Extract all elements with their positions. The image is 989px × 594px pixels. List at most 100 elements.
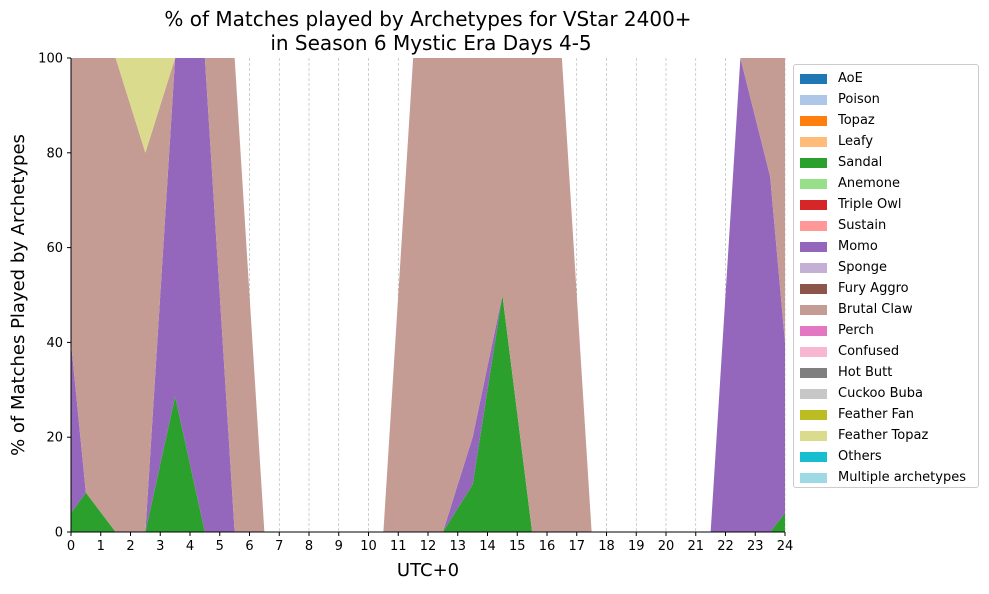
legend-swatch	[800, 199, 827, 210]
x-tick-label-13: 13	[449, 539, 466, 554]
x-tick-label-0: 0	[67, 539, 75, 554]
legend-swatch	[800, 262, 827, 273]
y-tick-label-0: 0	[55, 526, 63, 541]
legend-item-feather-fan: Feather Fan	[800, 404, 978, 425]
legend-item-others: Others	[800, 446, 978, 467]
legend-label: Brutal Claw	[838, 302, 913, 317]
legend-item-leafy: Leafy	[800, 131, 978, 152]
legend-swatch	[800, 409, 827, 420]
legend-swatch	[800, 367, 827, 378]
x-tick-label-2: 2	[126, 539, 134, 554]
legend-label: Perch	[838, 323, 874, 338]
legend-item-confused: Confused	[800, 341, 978, 362]
y-axis-label: % of Matches Played by Archetypes	[8, 134, 29, 456]
legend-label: Sponge	[838, 260, 887, 275]
legend-swatch	[800, 451, 827, 462]
legend-item-hot-butt: Hot Butt	[800, 362, 978, 383]
x-tick-label-8: 8	[305, 539, 313, 554]
legend-item-feather-topaz: Feather Topaz	[800, 425, 978, 446]
x-tick-label-20: 20	[658, 539, 675, 554]
legend-item-sandal: Sandal	[800, 152, 978, 173]
legend-label: Cuckoo Buba	[838, 386, 923, 401]
legend-swatch	[800, 472, 827, 483]
legend-item-perch: Perch	[800, 320, 978, 341]
legend-label: Confused	[838, 344, 900, 359]
x-tick-label-10: 10	[360, 539, 377, 554]
legend-label: Sandal	[838, 155, 883, 170]
legend-item-aoe: AoE	[800, 68, 978, 89]
area-brutal-claw	[71, 58, 785, 532]
legend-label: Poison	[838, 92, 880, 107]
legend-swatch	[800, 283, 827, 294]
legend-label: Others	[838, 449, 882, 464]
stacked-areas	[71, 58, 785, 532]
legend-item-multiple-archetypes: Multiple archetypes	[800, 467, 978, 488]
y-tick-label-20: 20	[46, 431, 63, 446]
legend-label: Triple Owl	[838, 197, 902, 212]
legend-label: Topaz	[838, 113, 875, 128]
legend-label: Multiple archetypes	[838, 470, 966, 485]
x-tick-label-19: 19	[628, 539, 645, 554]
x-tick-label-6: 6	[245, 539, 253, 554]
legend-swatch	[800, 241, 827, 252]
legend-item-sustain: Sustain	[800, 215, 978, 236]
x-tick-label-24: 24	[777, 539, 794, 554]
legend-swatch	[800, 220, 827, 231]
x-tick-label-9: 9	[335, 539, 343, 554]
legend-swatch	[800, 115, 827, 126]
legend-item-topaz: Topaz	[800, 110, 978, 131]
legend-item-poison: Poison	[800, 89, 978, 110]
legend-swatch	[800, 304, 827, 315]
x-tick-label-5: 5	[216, 539, 224, 554]
legend-label: Anemone	[838, 176, 900, 191]
legend-item-fury-aggro: Fury Aggro	[800, 278, 978, 299]
y-tick-label-40: 40	[46, 336, 63, 351]
legend-swatch	[800, 178, 827, 189]
legend-swatch	[800, 157, 827, 168]
x-tick-label-7: 7	[275, 539, 283, 554]
area-feather-topaz	[71, 58, 785, 532]
legend: AoE Poison Topaz Leafy Sandal Anemone Triple O…	[793, 64, 979, 488]
x-tick-label-17: 17	[568, 539, 585, 554]
x-tick-label-15: 15	[509, 539, 526, 554]
x-tick-label-14: 14	[479, 539, 496, 554]
x-tick-label-11: 11	[390, 539, 407, 554]
legend-label: Hot Butt	[838, 365, 893, 380]
x-tick-label-4: 4	[186, 539, 194, 554]
legend-swatch	[800, 325, 827, 336]
x-axis-label: UTC+0	[397, 560, 459, 581]
legend-item-cuckoo-buba: Cuckoo Buba	[800, 383, 978, 404]
legend-swatch	[800, 430, 827, 441]
x-tick-label-18: 18	[598, 539, 615, 554]
x-tick-label-23: 23	[747, 539, 764, 554]
legend-item-brutal-claw: Brutal Claw	[800, 299, 978, 320]
area-momo	[71, 58, 785, 532]
legend-item-anemone: Anemone	[800, 173, 978, 194]
legend-swatch	[800, 346, 827, 357]
legend-label: Leafy	[838, 134, 874, 149]
legend-item-triple-owl: Triple Owl	[800, 194, 978, 215]
x-tick-label-16: 16	[539, 539, 556, 554]
legend-item-momo: Momo	[800, 236, 978, 257]
legend-label: Fury Aggro	[838, 281, 909, 296]
legend-label: Feather Topaz	[838, 428, 929, 443]
legend-label: AoE	[838, 71, 863, 86]
x-tick-label-21: 21	[687, 539, 704, 554]
chart-title: % of Matches played by Archetypes for VS…	[164, 7, 691, 31]
legend-label: Sustain	[838, 218, 887, 233]
y-tick-label-100: 100	[38, 52, 63, 67]
legend-swatch	[800, 388, 827, 399]
legend-swatch	[800, 94, 827, 105]
x-tick-label-22: 22	[717, 539, 734, 554]
legend-swatch	[800, 136, 827, 147]
legend-item-sponge: Sponge	[800, 257, 978, 278]
x-tick-label-3: 3	[156, 539, 164, 554]
x-tick-label-12: 12	[420, 539, 437, 554]
y-tick-label-60: 60	[46, 241, 63, 256]
y-tick-label-80: 80	[46, 146, 63, 161]
legend-label: Momo	[838, 239, 878, 254]
legend-swatch	[800, 73, 827, 84]
chart-subtitle: in Season 6 Mystic Era Days 4-5	[270, 31, 591, 55]
